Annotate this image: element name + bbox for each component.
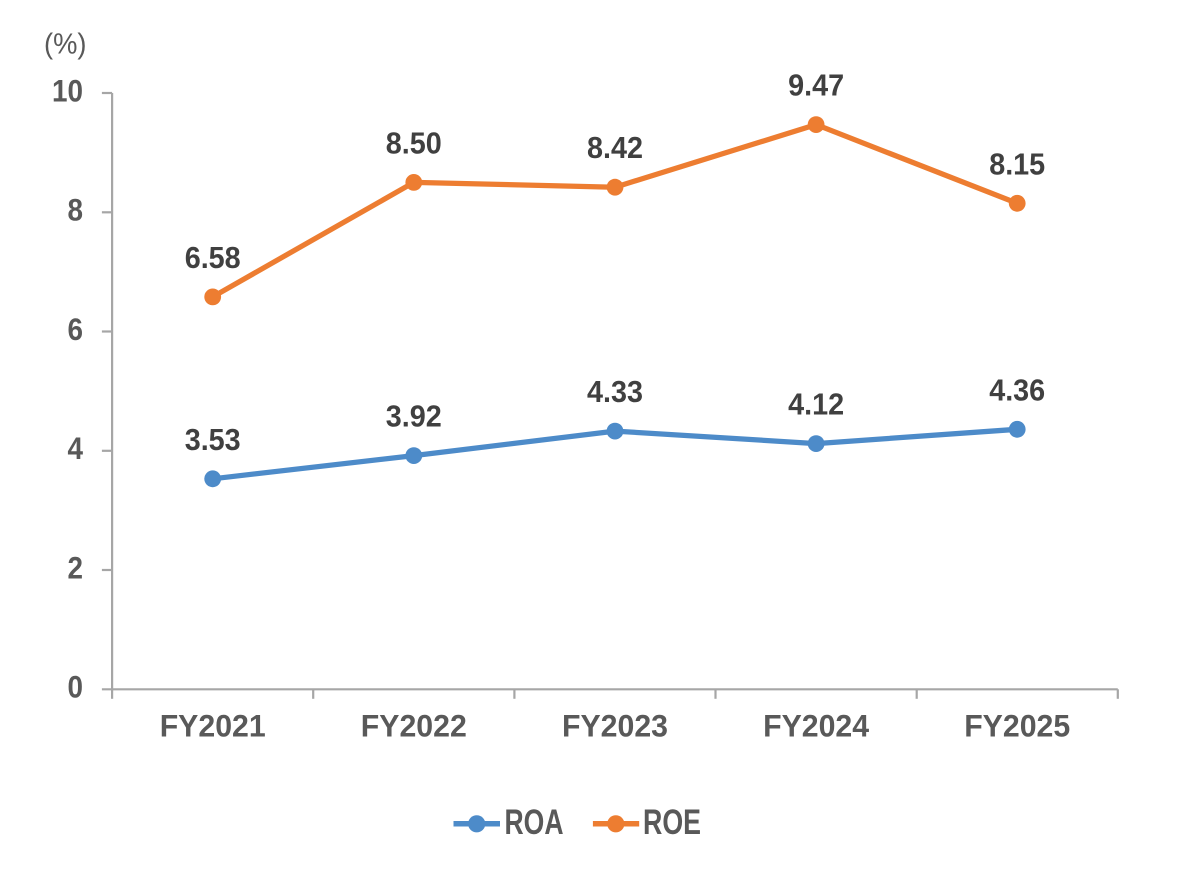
svg-text:(%): (%) xyxy=(44,29,87,61)
svg-text:6.58: 6.58 xyxy=(185,240,241,275)
svg-text:ROE: ROE xyxy=(643,803,701,842)
svg-text:8.42: 8.42 xyxy=(587,130,643,165)
svg-text:9.47: 9.47 xyxy=(788,68,844,103)
svg-text:2: 2 xyxy=(68,549,84,585)
svg-text:FY2022: FY2022 xyxy=(361,708,467,744)
svg-text:FY2024: FY2024 xyxy=(763,708,869,744)
svg-text:8.50: 8.50 xyxy=(386,125,442,160)
svg-text:4.36: 4.36 xyxy=(989,372,1045,407)
svg-text:FY2021: FY2021 xyxy=(160,708,266,744)
svg-text:ROA: ROA xyxy=(505,803,564,842)
svg-text:3.92: 3.92 xyxy=(386,399,442,434)
svg-text:3.53: 3.53 xyxy=(185,422,241,457)
svg-text:4.12: 4.12 xyxy=(788,387,844,422)
svg-text:FY2023: FY2023 xyxy=(562,708,668,744)
svg-text:8.15: 8.15 xyxy=(989,146,1045,181)
svg-text:8: 8 xyxy=(68,192,84,228)
svg-text:10: 10 xyxy=(52,72,83,108)
svg-text:FY2025: FY2025 xyxy=(964,708,1070,744)
svg-text:4: 4 xyxy=(68,430,84,466)
svg-text:0: 0 xyxy=(68,669,84,705)
svg-text:6: 6 xyxy=(68,311,84,347)
svg-text:4.33: 4.33 xyxy=(587,374,643,409)
